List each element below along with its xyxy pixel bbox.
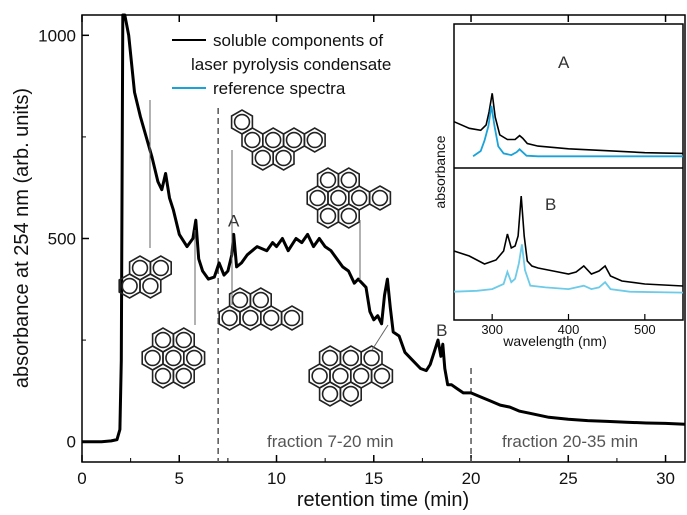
aromatic-circle [254,149,272,167]
inset-x-tick-label: 400 [558,322,580,337]
aromatic-circle [233,113,251,131]
aromatic-circle [311,367,328,385]
aromatic-circle [165,349,182,367]
aromatic-circle [154,331,172,349]
inset-A-label: A [558,53,570,72]
benzene-ring [370,363,394,389]
x-tick-label: 15 [364,469,383,488]
inset-x-axis-title: wavelength (nm) [502,333,607,349]
molecule [118,255,172,299]
inset-B-sample-line [453,195,684,287]
inset-A-sample-line [453,93,684,155]
y-axis-title: absorbance at 254 nm (arb. units) [11,88,33,388]
aromatic-circle [142,277,159,295]
aromatic-circle [342,385,360,403]
y-tick-label: 0 [67,433,76,452]
peak-label-A: A [228,211,240,230]
inset-B-reference-line [453,244,684,294]
aromatic-circle [342,349,360,367]
benzene-ring [337,203,360,229]
x-axis-title: retention time (min) [297,489,469,511]
legend-label-condensate-1: soluble components of [213,31,383,50]
aromatic-circle [371,189,389,207]
aromatic-circle [340,171,358,189]
aromatic-circle [373,367,391,385]
aromatic-circle [262,309,280,327]
molecule [218,287,304,331]
aromatic-circle [185,349,203,367]
inset-x-tick-label: 300 [481,322,503,337]
aromatic-circle [121,277,138,295]
x-tick-label: 10 [267,469,286,488]
aromatic-circle [144,349,161,367]
benzene-ring [172,363,195,389]
aromatic-circle [319,171,337,189]
molecule [230,109,326,171]
molecule [141,327,206,389]
aromatic-circle [352,367,370,385]
aromatic-circle [221,309,238,327]
aromatic-circle [309,189,326,207]
molecule [306,167,392,229]
aromatic-circle [330,189,347,207]
legend-label-reference: reference spectra [213,79,346,98]
aromatic-circle [131,259,149,277]
leader-line [371,324,389,351]
aromatic-circle [350,189,368,207]
benzene-ring [280,305,304,331]
x-tick-label: 20 [462,469,481,488]
aromatic-circle [154,367,172,385]
inset-panel: A B absorbance wavelength (nm) 300 400 500 [432,23,684,349]
inset-y-axis-title: absorbance [432,135,448,208]
x-tick-label: 5 [175,469,184,488]
aromatic-circle [244,131,261,149]
benzene-ring [139,273,162,299]
benzene-ring [339,381,362,407]
benzene-ring [272,145,295,171]
inset-B-label: B [545,195,556,214]
aromatic-circle [152,259,170,277]
aromatic-circle [275,149,292,167]
fraction-label-7-20: fraction 7-20 min [267,432,394,451]
y-axis-ticks: 0 500 1000 [38,26,89,452]
aromatic-circle [283,309,301,327]
aromatic-circle [231,291,249,309]
aromatic-circle [321,385,339,403]
peak-label-B: B [436,321,447,340]
aromatic-circle [321,349,339,367]
inset-x-tick-label: 500 [634,322,656,337]
x-tick-label: 25 [559,469,578,488]
aromatic-circle [319,207,337,225]
aromatic-circle [242,309,259,327]
x-tick-label: 30 [656,469,675,488]
y-tick-label: 500 [48,230,76,249]
aromatic-circle [264,131,282,149]
x-axis-ticks: 0 5 10 15 20 25 30 [77,15,675,488]
benzene-ring [368,185,392,211]
legend-label-condensate-2: laser pyrolysis condensate [191,55,391,74]
aromatic-circle [332,367,349,385]
aromatic-circle [306,131,323,149]
y-tick-label: 1000 [38,26,76,45]
aromatic-circle [285,131,303,149]
x-tick-label: 0 [77,469,86,488]
aromatic-circle [175,331,193,349]
peak-leader-lines [149,100,389,351]
aromatic-circle [175,367,193,385]
series-line-condensate [82,13,686,444]
inset-frame [453,23,684,321]
inset-A-reference-line [472,105,683,158]
benzene-ring [303,127,326,153]
legend: soluble components of laser pyrolysis co… [172,31,391,98]
aromatic-circle [363,349,380,367]
aromatic-circle [340,207,358,225]
aromatic-circle [252,291,270,309]
molecule [308,345,394,407]
fraction-label-20-35: fraction 20-35 min [502,432,638,451]
inset-x-ticks: 300 400 500 [481,314,656,337]
